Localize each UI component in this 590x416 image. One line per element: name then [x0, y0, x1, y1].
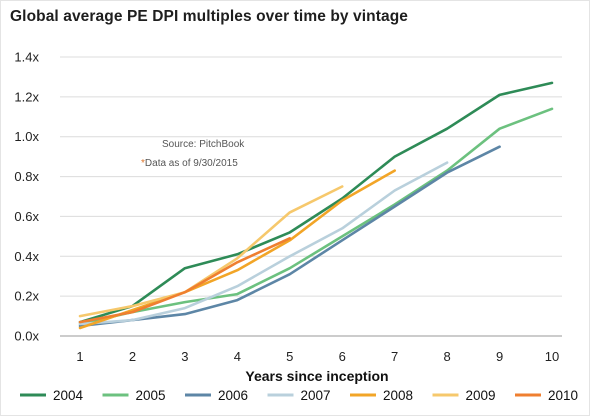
series-line-2009 [78, 185, 344, 318]
y-axis-ticks: 0.0x 0.2x 0.4x 0.6x 0.8x 1.0x 1.2x 1.4x [14, 50, 39, 344]
x-axis-label: Years since inception [245, 368, 388, 384]
legend-label-2009: 2009 [466, 388, 496, 403]
x-axis-ticks: 1 2 3 4 5 6 7 8 9 10 [76, 349, 559, 364]
legend-label-2005: 2005 [136, 388, 166, 403]
x-tick-label: 7 [391, 349, 398, 364]
series-line-2007 [78, 161, 449, 326]
legend-label-2004: 2004 [53, 388, 84, 403]
legend-label-2008: 2008 [383, 388, 413, 403]
series-line-2004 [78, 81, 554, 324]
x-tick-label: 4 [234, 349, 241, 364]
x-tick-label: 3 [181, 349, 188, 364]
series-lines [78, 81, 554, 330]
legend-label-2010: 2010 [548, 388, 578, 403]
legend-label-2007: 2007 [301, 388, 331, 403]
gridlines [60, 56, 562, 337]
x-tick-label: 1 [76, 349, 83, 364]
series-line-2006 [78, 145, 501, 328]
y-tick-label: 1.2x [14, 89, 39, 104]
series-line-2005 [78, 107, 554, 326]
y-tick-label: 0.0x [14, 329, 39, 344]
y-tick-label: 0.8x [14, 169, 39, 184]
y-tick-label: 0.6x [14, 209, 39, 224]
x-tick-label: 8 [443, 349, 450, 364]
data-date-note: *Data as of 9/30/2015 [141, 158, 238, 169]
x-tick-label: 2 [129, 349, 136, 364]
y-tick-label: 0.2x [14, 289, 39, 304]
chart-title: Global average PE DPI multiples over tim… [10, 8, 408, 25]
x-tick-label: 9 [496, 349, 503, 364]
x-tick-label: 6 [339, 349, 346, 364]
series-line-2008 [78, 169, 397, 330]
y-tick-label: 1.0x [14, 129, 39, 144]
x-tick-label: 10 [545, 349, 559, 364]
legend: 2004 2005 2006 2007 2008 2009 2010 [20, 388, 578, 403]
note-text: Data as of 9/30/2015 [145, 158, 238, 169]
source-note: Source: PitchBook [162, 139, 245, 150]
chart-annotation: Source: PitchBook *Data as of 9/30/2015 [141, 139, 245, 169]
series-line-2010 [78, 237, 292, 324]
x-tick-label: 5 [286, 349, 293, 364]
legend-label-2006: 2006 [218, 388, 248, 403]
y-tick-label: 1.4x [14, 50, 39, 65]
note-asterisk: * [141, 158, 145, 169]
y-tick-label: 0.4x [14, 249, 39, 264]
